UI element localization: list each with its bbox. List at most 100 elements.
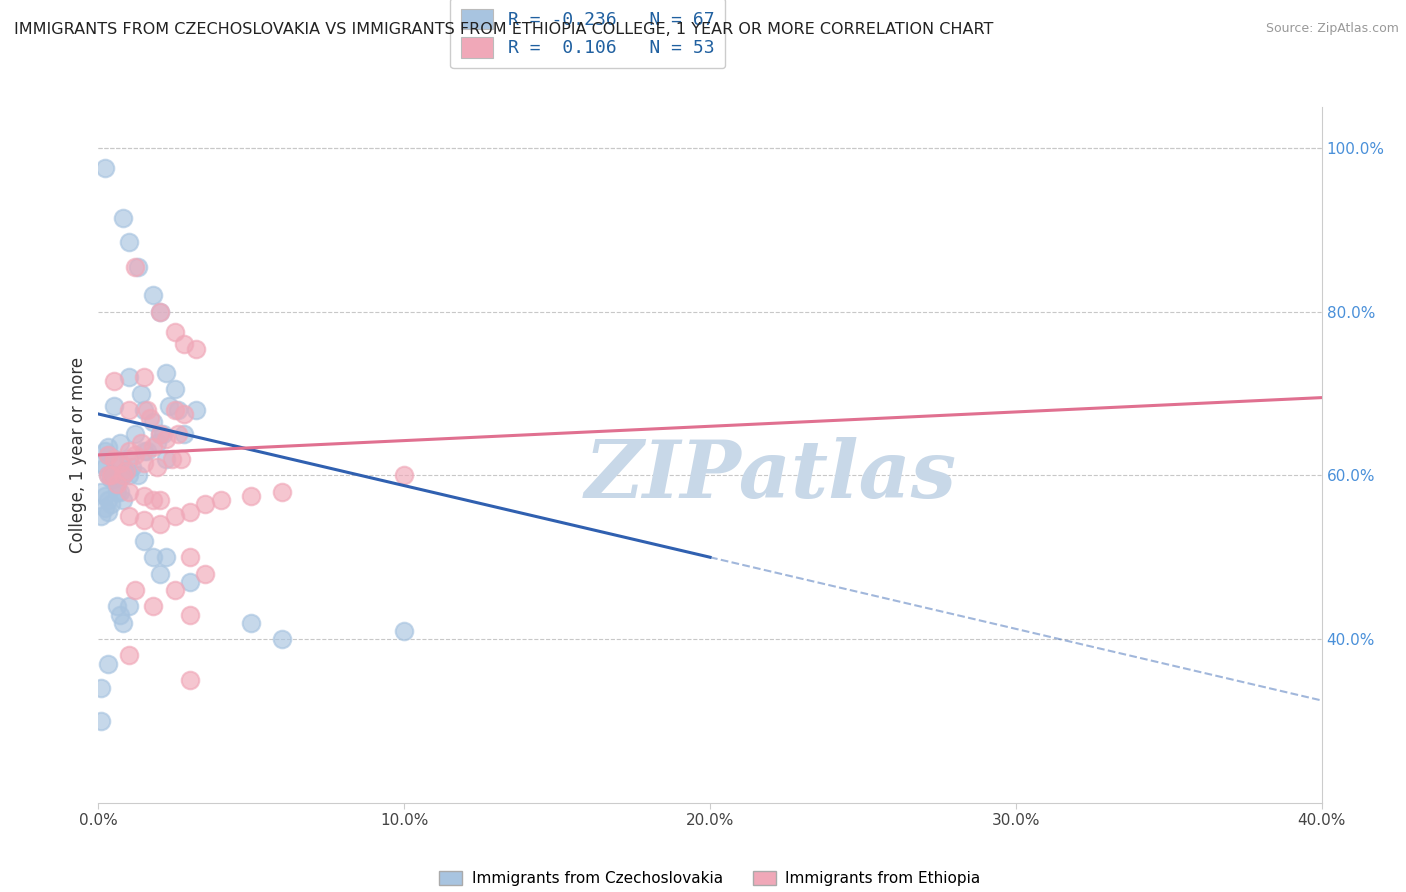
Point — [270, 632, 292, 646]
Point — [163, 509, 186, 524]
Point — [134, 403, 156, 417]
Point — [121, 460, 143, 475]
Point — [93, 443, 115, 458]
Point — [139, 411, 162, 425]
Point — [160, 452, 183, 467]
Point — [194, 497, 217, 511]
Point — [100, 468, 122, 483]
Point — [118, 452, 141, 467]
Point — [90, 509, 112, 524]
Point — [134, 489, 156, 503]
Point — [90, 484, 112, 499]
Point — [111, 492, 134, 507]
Point — [124, 448, 146, 462]
Point — [118, 403, 141, 417]
Point — [103, 473, 125, 487]
Point — [124, 260, 146, 274]
Point — [142, 415, 165, 429]
Y-axis label: College, 1 year or more: College, 1 year or more — [69, 357, 87, 553]
Point — [155, 366, 177, 380]
Point — [127, 260, 149, 274]
Point — [134, 456, 156, 470]
Point — [142, 288, 165, 302]
Point — [118, 235, 141, 249]
Point — [100, 497, 122, 511]
Point — [136, 443, 159, 458]
Point — [93, 489, 115, 503]
Point — [100, 473, 122, 487]
Point — [179, 550, 201, 565]
Point — [167, 403, 190, 417]
Point — [90, 714, 112, 728]
Text: ZIPatlas: ZIPatlas — [585, 437, 957, 515]
Point — [90, 456, 112, 470]
Point — [97, 492, 120, 507]
Point — [118, 468, 141, 483]
Text: IMMIGRANTS FROM CZECHOSLOVAKIA VS IMMIGRANTS FROM ETHIOPIA COLLEGE, 1 YEAR OR MO: IMMIGRANTS FROM CZECHOSLOVAKIA VS IMMIGR… — [14, 22, 994, 37]
Point — [170, 452, 193, 467]
Point — [105, 476, 128, 491]
Point — [134, 513, 156, 527]
Point — [145, 435, 167, 450]
Point — [108, 435, 131, 450]
Point — [105, 599, 128, 614]
Point — [149, 566, 172, 581]
Point — [173, 407, 195, 421]
Point — [108, 484, 131, 499]
Point — [118, 370, 141, 384]
Point — [134, 443, 156, 458]
Point — [392, 624, 416, 638]
Point — [240, 489, 263, 503]
Point — [103, 374, 125, 388]
Point — [108, 607, 131, 622]
Point — [194, 566, 217, 581]
Point — [392, 468, 416, 483]
Point — [163, 383, 186, 397]
Point — [97, 448, 120, 462]
Point — [103, 452, 125, 467]
Point — [129, 386, 152, 401]
Point — [179, 505, 201, 519]
Point — [124, 427, 146, 442]
Point — [149, 427, 172, 442]
Point — [240, 615, 263, 630]
Point — [115, 464, 138, 478]
Point — [129, 435, 152, 450]
Point — [105, 476, 128, 491]
Point — [108, 456, 131, 470]
Point — [149, 304, 172, 318]
Point — [97, 657, 120, 671]
Point — [142, 440, 165, 454]
Point — [100, 468, 122, 483]
Point — [179, 574, 201, 589]
Point — [142, 492, 165, 507]
Point — [173, 337, 195, 351]
Point — [97, 505, 120, 519]
Point — [118, 648, 141, 663]
Point — [155, 550, 177, 565]
Point — [111, 211, 134, 225]
Point — [97, 468, 120, 483]
Point — [111, 468, 134, 483]
Point — [118, 443, 141, 458]
Point — [105, 484, 128, 499]
Point — [111, 468, 134, 483]
Point — [142, 550, 165, 565]
Point — [186, 342, 208, 356]
Point — [93, 501, 115, 516]
Point — [118, 484, 141, 499]
Point — [103, 399, 125, 413]
Point — [134, 370, 156, 384]
Point — [149, 517, 172, 532]
Point — [149, 492, 172, 507]
Point — [186, 403, 208, 417]
Point — [167, 427, 190, 442]
Point — [108, 456, 131, 470]
Point — [127, 468, 149, 483]
Text: Source: ZipAtlas.com: Source: ZipAtlas.com — [1265, 22, 1399, 36]
Point — [118, 509, 141, 524]
Point — [134, 533, 156, 548]
Legend: Immigrants from Czechoslovakia, Immigrants from Ethiopia: Immigrants from Czechoslovakia, Immigran… — [433, 865, 987, 892]
Point — [103, 452, 125, 467]
Point — [97, 448, 120, 462]
